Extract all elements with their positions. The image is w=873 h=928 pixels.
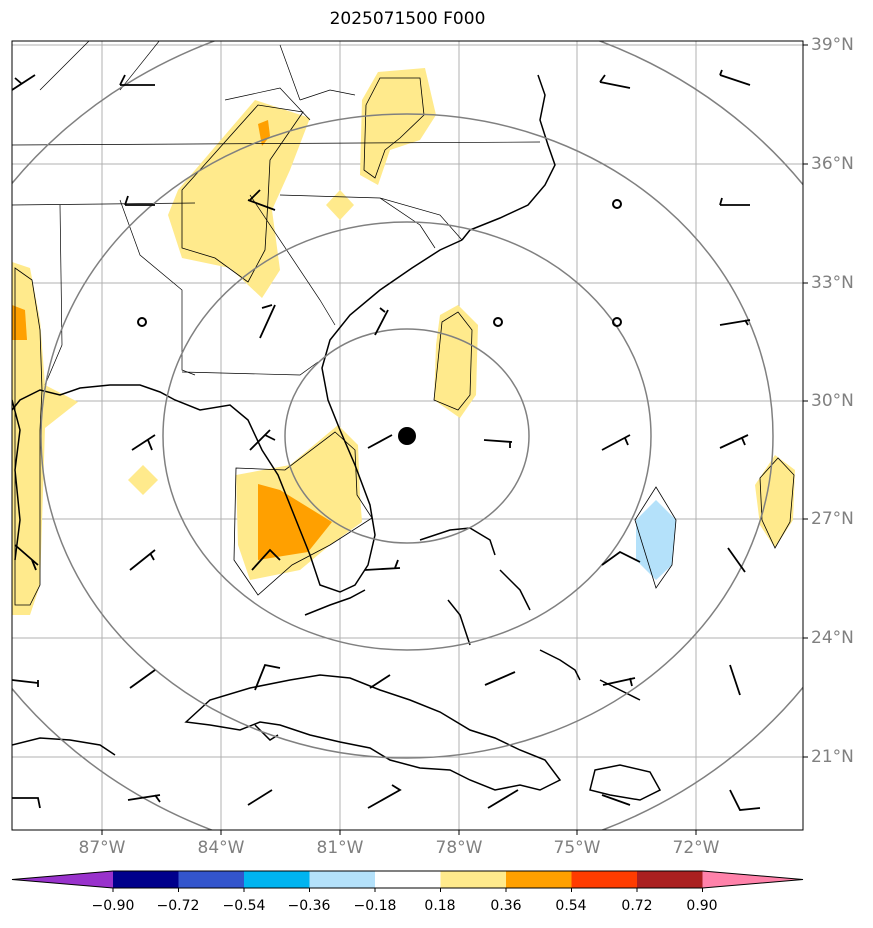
colorbar-tick-label: 0.18 — [424, 898, 456, 914]
lat-label: 36°N — [811, 154, 854, 174]
colorbar-segment — [244, 871, 310, 888]
lon-label: 84°W — [197, 838, 245, 858]
positive-contour — [326, 190, 354, 220]
lat-label: 30°N — [811, 391, 854, 411]
colorbar-tick-label: −0.36 — [287, 898, 331, 914]
colorbar-segment — [375, 871, 441, 888]
positive-contour — [434, 305, 478, 418]
lat-label: 24°N — [811, 628, 854, 648]
colorbar-extend-min — [12, 871, 113, 888]
lat-label: 27°N — [811, 509, 854, 529]
colorbar-tick-label: −0.90 — [91, 898, 135, 914]
colorbar-segment — [178, 871, 245, 888]
colorbar-tick-label: 0.90 — [686, 898, 718, 914]
filled-contours — [12, 68, 795, 615]
colorbar-segment — [113, 871, 179, 888]
colorbar-segment — [637, 871, 703, 888]
map-title: 2025071500 F000 — [329, 9, 486, 29]
positive-contour — [258, 120, 270, 146]
colorbar-segment — [309, 871, 376, 888]
colorbar-segment — [506, 871, 572, 888]
axis-ticks — [101, 44, 808, 835]
colorbar — [11, 870, 804, 892]
positive-contour — [258, 484, 332, 560]
contour-lines — [14, 77, 795, 606]
colorbar-tick-label: −0.72 — [156, 898, 200, 914]
positive-contour — [12, 262, 78, 615]
positive-contour — [755, 455, 795, 548]
positive-contour — [168, 100, 310, 298]
lon-label: 78°W — [435, 838, 483, 858]
calm-wind-circles — [137, 199, 622, 327]
wind-barbs — [12, 69, 761, 811]
colorbar-extend-max — [702, 871, 803, 888]
lat-label: 33°N — [811, 273, 854, 293]
storm-center-marker — [398, 427, 416, 445]
positive-contour — [128, 465, 158, 495]
lon-label: 87°W — [78, 838, 126, 858]
lon-label: 72°W — [672, 838, 720, 858]
colorbar-tick-label: 0.54 — [555, 898, 587, 914]
colorbar-segment — [571, 871, 638, 888]
negative-contour — [636, 500, 676, 580]
positive-contour — [12, 305, 27, 340]
colorbar-tick-label: −0.54 — [222, 898, 266, 914]
range-rings — [12, 41, 803, 830]
positive-contour — [360, 68, 436, 185]
colorbar-segment — [440, 871, 507, 888]
colorbar-tick-label: 0.36 — [490, 898, 522, 914]
map-frame — [11, 40, 804, 831]
lat-label: 39°N — [811, 35, 854, 55]
lat-label: 21°N — [811, 747, 854, 767]
colorbar-tick-label: −0.18 — [353, 898, 397, 914]
lon-label: 81°W — [316, 838, 364, 858]
lon-label: 75°W — [553, 838, 601, 858]
state-borders — [12, 41, 541, 386]
colorbar-tick-label: 0.72 — [621, 898, 653, 914]
